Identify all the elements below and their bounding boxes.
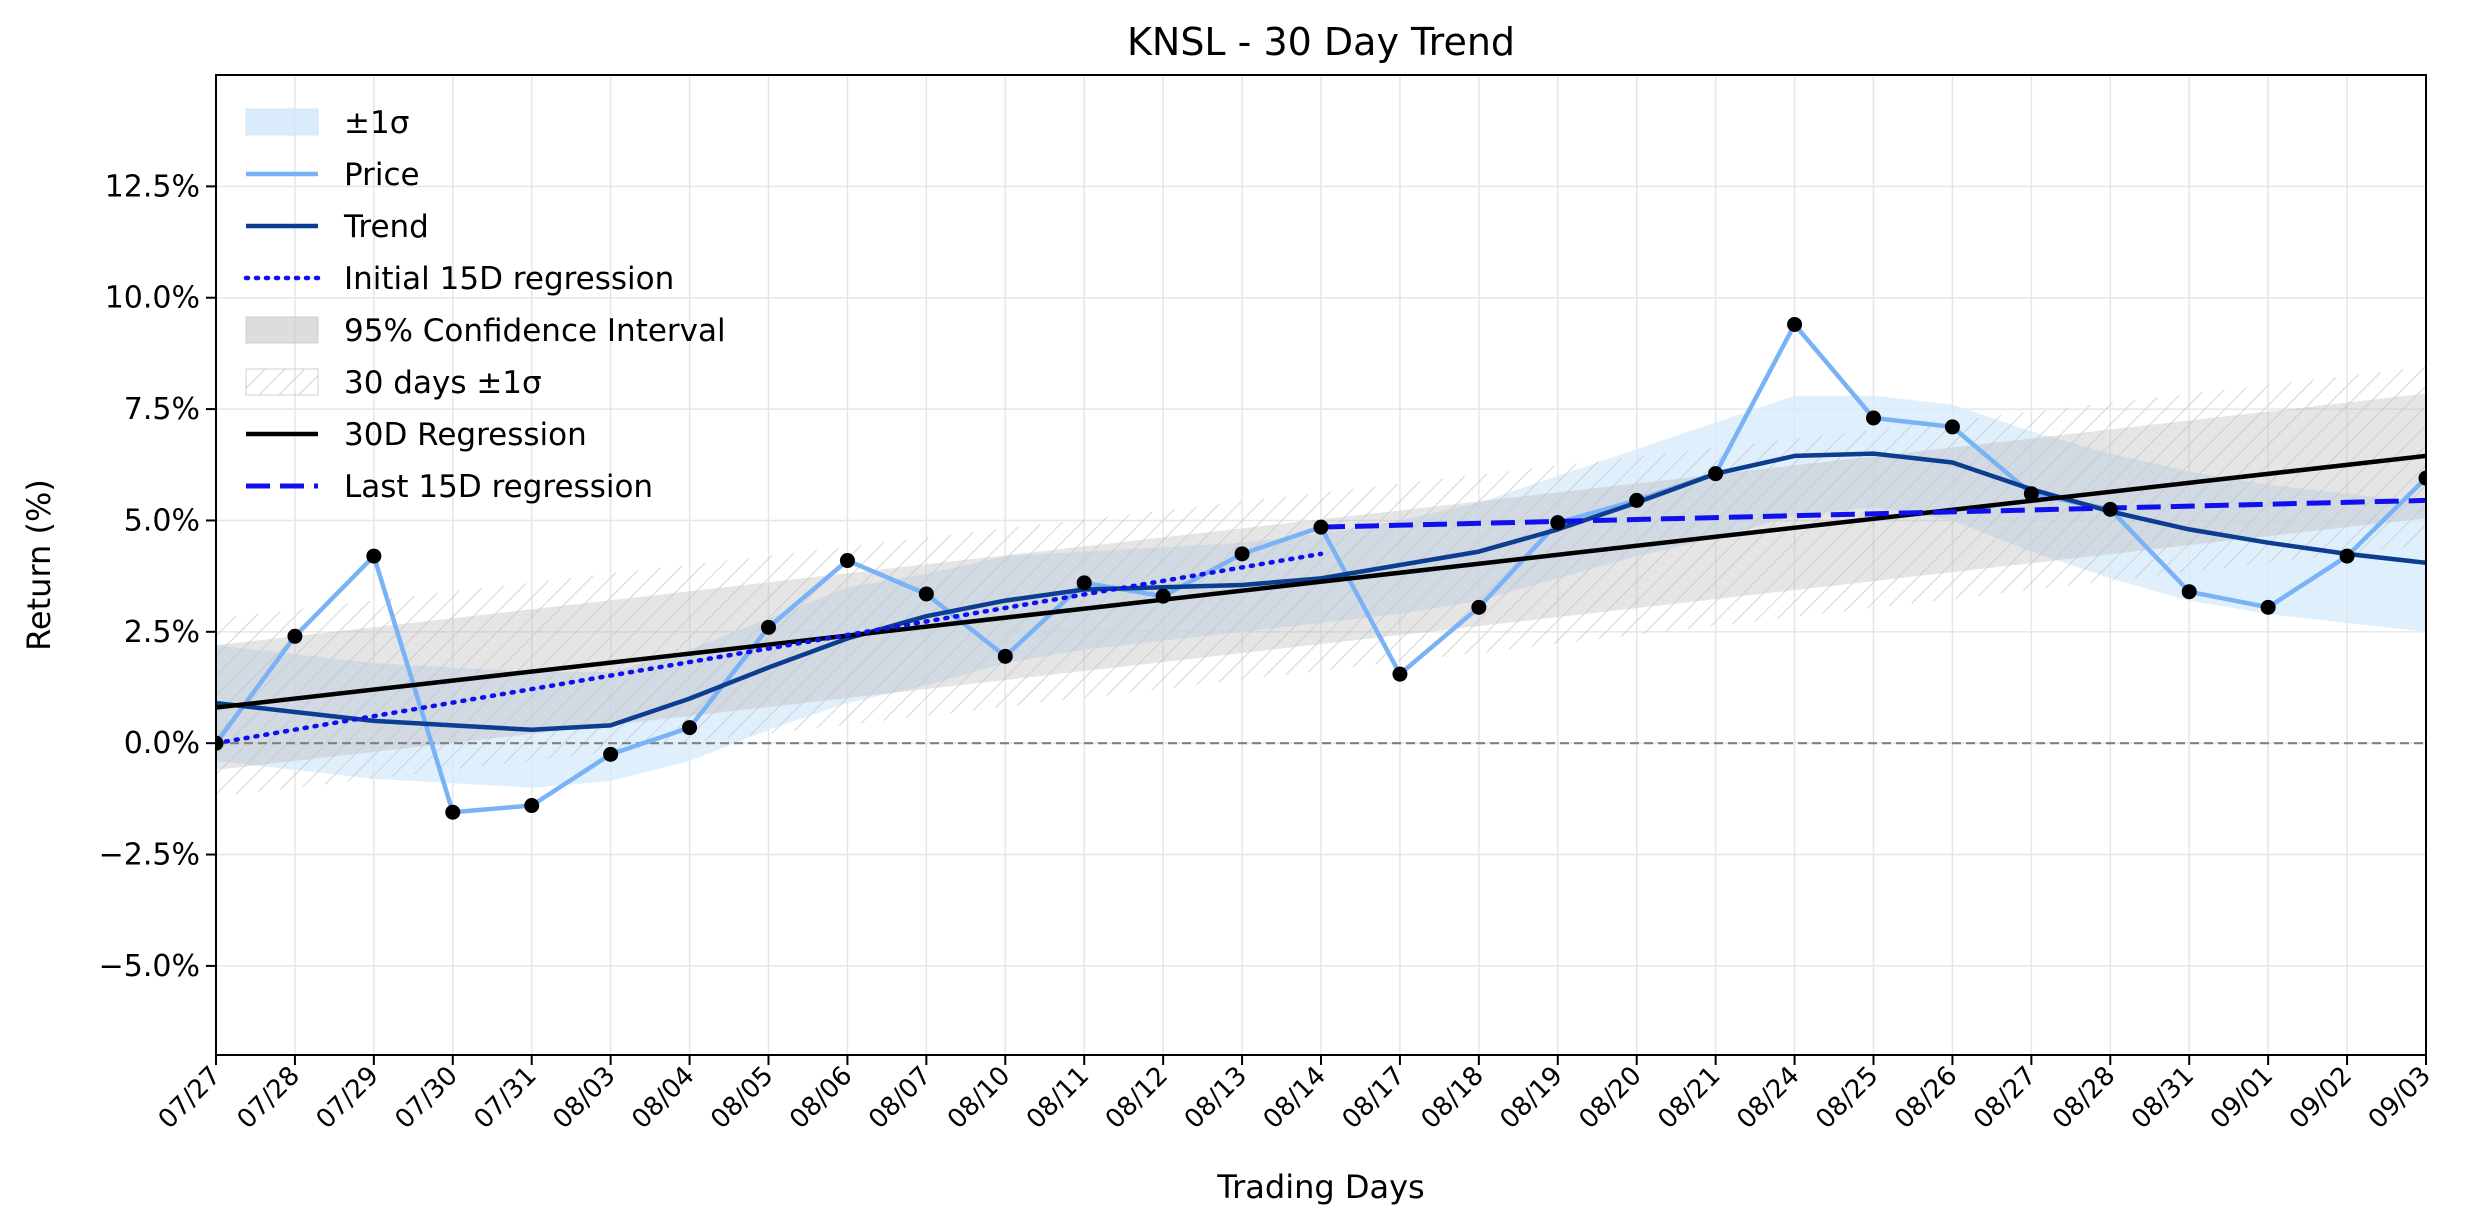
price-point [2260,599,2276,615]
x-tick-label: 08/26 [1889,1061,1963,1135]
price-point [839,553,855,569]
price-point [366,548,382,564]
y-tick-label: −2.5% [99,838,200,873]
price-point [524,798,540,814]
x-tick-label: 08/06 [784,1061,858,1135]
x-tick-label: 08/07 [863,1061,937,1135]
legend: ±1σ Price Trend Initial 15D regression 95% C… [243,105,726,505]
y-tick-label: 0.0% [124,726,200,761]
x-tick-label: 07/28 [232,1061,306,1135]
x-tick-label: 08/31 [2126,1061,2200,1135]
price-point [216,735,224,751]
legend-swatch [245,316,319,344]
price-point [761,619,776,635]
price-point [1076,575,1092,591]
price-point [2023,486,2039,502]
x-tick-label: 08/19 [1495,1061,1569,1135]
y-tick-label: 7.5% [124,392,200,427]
x-tick-label: 08/12 [1100,1061,1174,1135]
legend-label: Last 15D regression [344,469,653,505]
initial-15d-regression-line [216,551,1324,746]
x-tick-label: 08/28 [2047,1061,2121,1135]
x-tick-label: 09/02 [2284,1061,2358,1135]
price-point [1550,515,1566,531]
y-tick-label: 5.0% [124,503,200,538]
price-point [2102,501,2118,517]
y-tick-label: 12.5% [105,169,200,204]
x-tick-label: 07/31 [468,1061,542,1135]
x-tick-label: 09/03 [2363,1061,2437,1135]
x-tick-label: 09/01 [2205,1061,2279,1135]
last-15d-regression-line [1320,497,2426,530]
x-tick-label: 08/13 [1179,1061,1253,1135]
x-tick-label: 08/17 [1337,1061,1411,1135]
price-point [1866,410,1881,426]
price-point [603,746,619,762]
x-tick-label: 08/10 [942,1061,1016,1135]
y-tick-label: 2.5% [124,615,200,650]
x-tick-label: 08/14 [1258,1061,1332,1135]
y-axis: −5.0% −2.5% 0.0% 2.5% 5.0% 7.5% 10.0% 12.5% [99,169,216,984]
price-point [1708,466,1724,482]
legend-label: 30 days ±1σ [344,365,542,401]
price-point [1629,492,1645,508]
legend-label: 30D Regression [344,417,587,453]
x-tick-label: 08/24 [1731,1061,1805,1135]
legend-label: ±1σ [344,105,409,141]
x-tick-label: 08/25 [1810,1061,1884,1135]
chart-title: KNSL - 30 Day Trend [1127,20,1515,64]
y-axis-label: Return (%) [20,479,58,651]
price-point [1313,519,1329,535]
price-point [287,628,303,644]
price-point [1471,599,1487,615]
legend-swatch [245,368,319,396]
price-point [2418,470,2426,486]
x-tick-label: 08/04 [626,1061,700,1135]
price-point [1234,546,1250,562]
plot-area [216,316,2426,820]
x-tick-label: 08/20 [1573,1061,1647,1135]
price-point [997,648,1013,664]
price-point [445,804,461,820]
y-tick-label: −5.0% [99,949,200,984]
x-tick-label: 07/30 [390,1061,464,1135]
price-point [2339,548,2355,564]
x-tick-label: 08/27 [1968,1061,2042,1135]
x-axis: 07/27 07/28 07/29 07/30 07/31 08/03 08/04 08/05… [153,1055,2437,1135]
legend-label: Initial 15D regression [344,261,674,297]
legend-swatch [245,108,319,136]
y-tick-label: 10.0% [105,281,200,316]
price-point [682,720,698,736]
legend-label: 95% Confidence Interval [344,313,726,349]
x-tick-label: 07/27 [153,1061,227,1135]
price-point [1155,588,1171,604]
price-point [2181,584,2197,600]
legend-label: Price [344,157,420,193]
price-point [918,586,934,602]
x-tick-label: 08/18 [1416,1061,1490,1135]
x-tick-label: 08/03 [547,1061,621,1135]
regression-30d-line [216,453,2426,710]
x-tick-label: 07/29 [311,1061,385,1135]
x-tick-label: 08/05 [705,1061,779,1135]
price-point [1392,666,1408,682]
legend-label: Trend [343,209,429,245]
x-axis-label: Trading Days [1216,1168,1424,1206]
price-point [1944,419,1960,435]
x-tick-label: 08/11 [1021,1061,1095,1135]
price-point [1787,316,1803,332]
x-tick-label: 08/21 [1652,1061,1726,1135]
